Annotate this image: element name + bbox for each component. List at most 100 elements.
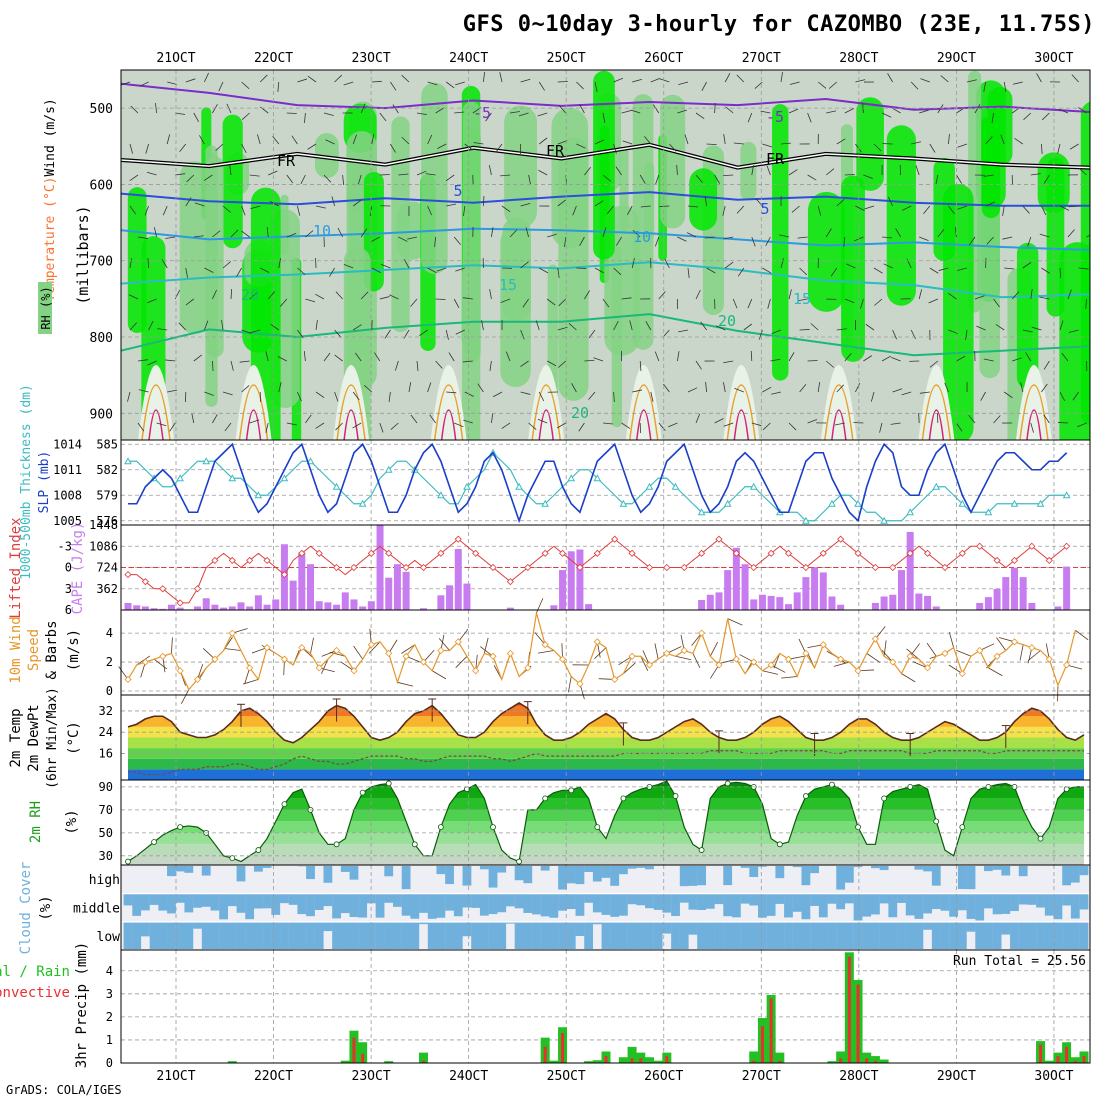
wind-barb [1068, 205, 1079, 208]
wind-barb [454, 111, 465, 114]
wind-barb [770, 358, 781, 362]
wind-barb [370, 236, 380, 243]
wind-barb [828, 81, 838, 89]
wind-barb [329, 267, 335, 277]
wind-marker [159, 652, 167, 660]
temp-bands [127, 702, 1085, 780]
wind-marker [315, 664, 323, 672]
wind-barb [892, 388, 903, 393]
wind-barb [968, 236, 976, 246]
wind-barb [222, 261, 231, 269]
isotherm-30 [343, 409, 359, 440]
wind-barb [706, 267, 716, 274]
precip-conv-bar [361, 1053, 365, 1063]
cloud-bar [149, 894, 159, 905]
cloud-bar [636, 922, 646, 949]
rh-blob [981, 119, 1001, 219]
wind-barb [686, 232, 697, 238]
cloud-bar [688, 866, 698, 886]
run-total-annotation: Run Total = 25.56 [953, 954, 1086, 969]
wind-barb-10m [401, 644, 416, 654]
wind-barb [791, 205, 800, 213]
wind-barb [695, 174, 703, 183]
wind-barb [147, 257, 149, 269]
isotherm-line [121, 227, 1090, 251]
li-marker [680, 563, 688, 572]
wind-barb [622, 140, 633, 145]
cloud-bar [227, 922, 237, 949]
wind-barb [509, 111, 520, 114]
cloud-bar [784, 894, 793, 918]
cloud-bar [558, 866, 567, 890]
wind-barb [788, 169, 798, 176]
wind-barb [938, 267, 949, 271]
wind-barb [222, 205, 231, 213]
wind-barb [799, 329, 810, 331]
wind-barb [844, 353, 852, 362]
wind-barb [883, 263, 893, 269]
rh-marker [829, 781, 835, 788]
cloud-bar [1018, 894, 1028, 905]
y-tick-pressure: 600 [90, 178, 113, 193]
wind-barb [687, 387, 698, 393]
thickness-marker [645, 482, 654, 490]
rh-marker [255, 847, 262, 853]
cape-bar [393, 564, 401, 610]
cloud-bar [610, 922, 620, 949]
wind-barb [392, 104, 399, 114]
wind-barb [714, 102, 716, 114]
wind-barb [855, 79, 866, 83]
freezing-line-inner [121, 144, 1090, 169]
wind-barb [645, 321, 652, 331]
rh-marker [959, 824, 966, 830]
precip-conv-bar [839, 1058, 843, 1063]
cloud-unit-label: (%) [38, 895, 54, 920]
li-marker [1063, 542, 1071, 550]
cape-bar [915, 593, 923, 610]
cloud-bar [488, 922, 498, 949]
wind-barb [1043, 174, 1050, 184]
wind-barb-10m [988, 667, 1003, 677]
wind-barb [269, 201, 279, 207]
precip-conv-bar [604, 1056, 608, 1063]
wind-barb [342, 174, 345, 185]
wind-barb [505, 351, 511, 362]
cloud-bar [132, 894, 142, 916]
wind-barb [483, 195, 485, 207]
cape-bar [758, 594, 766, 610]
wind-barb [315, 205, 326, 209]
wind-barb [1057, 422, 1069, 424]
y-tick-slp: 1014 [53, 437, 82, 451]
thickness-marker [958, 499, 967, 507]
y-tick-rh: 90 [99, 780, 113, 794]
wind-barb [455, 329, 465, 335]
wind-barb [331, 196, 335, 207]
wind-barb-10m [483, 637, 489, 654]
rh-band [128, 844, 1084, 856]
cloud-bar [549, 922, 559, 949]
wind-marker [871, 635, 879, 643]
cloud-bar [618, 922, 628, 949]
wind-barb [462, 360, 473, 363]
cloud-bar [775, 894, 785, 904]
wind-barb [881, 355, 891, 362]
isotherm-30 [928, 409, 945, 440]
wind-barb [825, 360, 835, 368]
wind-barb [1023, 112, 1032, 121]
temp-band [128, 737, 1084, 749]
cape-bar [385, 577, 393, 610]
wind-barb [957, 143, 968, 148]
precip-conv-bar [1039, 1044, 1043, 1063]
wind-barb [221, 320, 224, 331]
temp-axis-label-1: 2m Temp [8, 708, 24, 767]
wind-barb [724, 261, 734, 269]
wind-barb [291, 135, 298, 145]
rh-marker [437, 824, 444, 830]
li-marker [698, 549, 706, 557]
precip-conv-bar [665, 1056, 669, 1063]
wind-barb [557, 199, 566, 207]
cloud-bar [1070, 922, 1080, 949]
li-marker [1010, 556, 1019, 564]
cloud-bar [844, 922, 854, 949]
wind-barb [165, 359, 176, 362]
